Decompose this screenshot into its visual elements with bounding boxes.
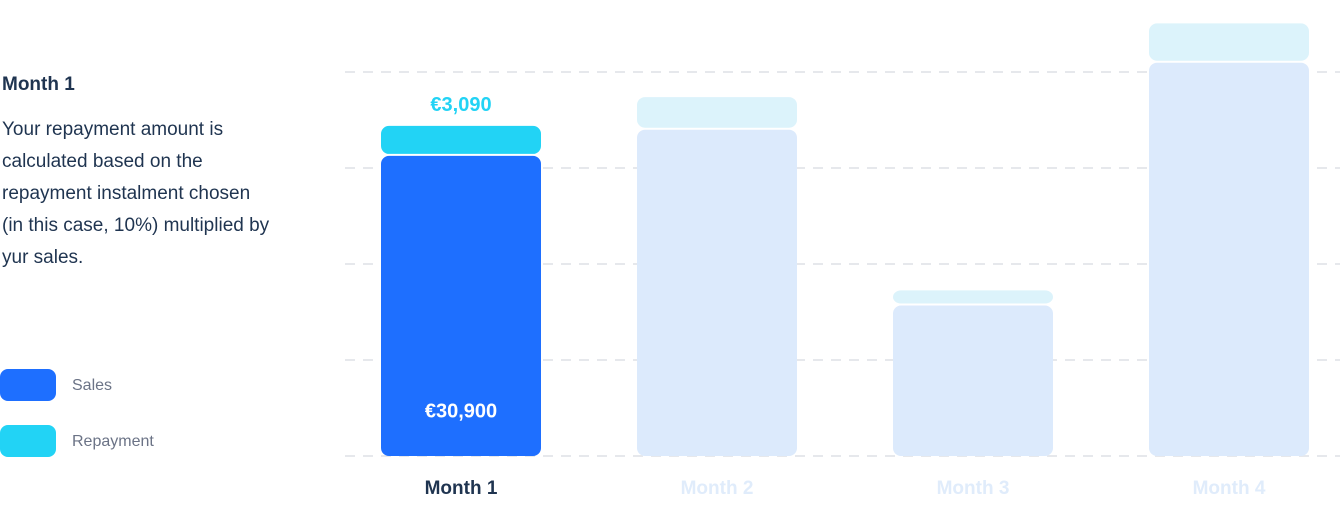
bar-segment <box>1149 23 1309 61</box>
bar-segment <box>381 125 541 154</box>
bar-segment <box>381 155 541 456</box>
panel-title: Month 1 <box>2 74 75 95</box>
panel-text: Your repayment amount is calculated base… <box>2 119 270 268</box>
value-label: €30,900 <box>425 400 497 422</box>
bar-segment <box>1149 62 1309 456</box>
x-tick-label: Month 2 <box>681 478 754 499</box>
legend-swatch <box>0 425 56 457</box>
bar-segment <box>637 97 797 128</box>
x-tick-label: Month 1 <box>425 478 498 499</box>
legend-swatch <box>0 369 56 401</box>
bar-segment <box>637 129 797 456</box>
info-panel: Month 1 Your repayment amount is calcula… <box>2 74 272 274</box>
x-tick-label: Month 3 <box>937 478 1010 499</box>
value-label: €3,090 <box>430 94 491 116</box>
legend-label: Repayment <box>72 433 154 450</box>
bar-segment <box>893 305 1053 456</box>
bar-segment <box>893 290 1053 304</box>
x-tick-label: Month 4 <box>1193 478 1266 499</box>
legend-label: Sales <box>72 377 112 394</box>
